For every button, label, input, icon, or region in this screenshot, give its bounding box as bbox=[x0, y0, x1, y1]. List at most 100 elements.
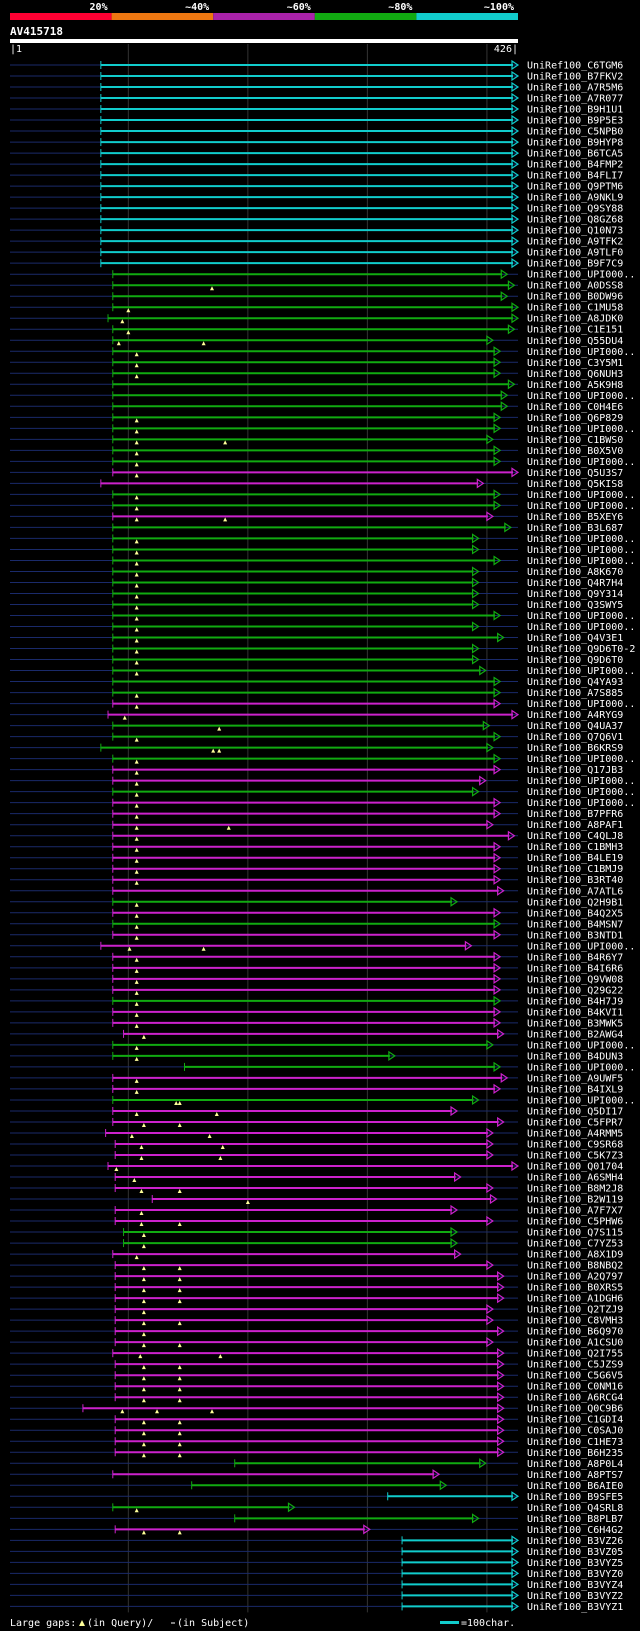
hit-label[interactable]: UniRef100_A4RMM5 bbox=[527, 1128, 623, 1139]
hit-label[interactable]: UniRef100_UPI000.. bbox=[527, 754, 635, 765]
hit-label[interactable]: UniRef100_UPI000.. bbox=[527, 270, 635, 281]
hit-label[interactable]: UniRef100_UPI000.. bbox=[527, 1062, 635, 1073]
hit-label[interactable]: UniRef100_B2AWG4 bbox=[527, 1029, 623, 1040]
hit-label[interactable]: UniRef100_A7S885 bbox=[527, 688, 623, 699]
hit-label[interactable]: UniRef100_B3NTD1 bbox=[527, 930, 623, 941]
hit-label[interactable]: UniRef100_A9TLF0 bbox=[527, 248, 623, 259]
hit-label[interactable]: UniRef100_UPI000.. bbox=[527, 424, 635, 435]
hit-label[interactable]: UniRef100_Q4YA93 bbox=[527, 677, 623, 688]
hit-label[interactable]: UniRef100_C1E151 bbox=[527, 325, 623, 336]
hit-label[interactable]: UniRef100_B4DUN3 bbox=[527, 1051, 623, 1062]
hit-label[interactable]: UniRef100_Q9Y314 bbox=[527, 589, 623, 600]
hit-label[interactable]: UniRef100_Q6NUH3 bbox=[527, 369, 623, 380]
hit-label[interactable]: UniRef100_UPI000.. bbox=[527, 622, 635, 633]
hit-label[interactable]: UniRef100_UPI000.. bbox=[527, 941, 635, 952]
hit-label[interactable]: UniRef100_A2Q797 bbox=[527, 1272, 623, 1283]
hit-label[interactable]: UniRef100_A7R077 bbox=[527, 94, 623, 105]
hit-label[interactable]: UniRef100_Q4UA37 bbox=[527, 721, 623, 732]
hit-label[interactable]: UniRef100_B6H235 bbox=[527, 1448, 623, 1459]
hit-label[interactable]: UniRef100_A8PAF1 bbox=[527, 820, 623, 831]
hit-label[interactable]: UniRef100_B4KVI1 bbox=[527, 1007, 623, 1018]
hit-label[interactable]: UniRef100_Q9PTM6 bbox=[527, 182, 623, 193]
hit-label[interactable]: UniRef100_UPI000.. bbox=[527, 699, 635, 710]
hit-label[interactable]: UniRef100_A9UWF5 bbox=[527, 1073, 623, 1084]
hit-label[interactable]: UniRef100_B4MSN7 bbox=[527, 919, 623, 930]
hit-label[interactable]: UniRef100_UPI000.. bbox=[527, 666, 635, 677]
hit-label[interactable]: UniRef100_Q2I755 bbox=[527, 1349, 623, 1360]
hit-label[interactable]: UniRef100_B4FLI7 bbox=[527, 171, 623, 182]
hit-label[interactable]: UniRef100_B3VYZ0 bbox=[527, 1569, 623, 1580]
hit-label[interactable]: UniRef100_B9HYP8 bbox=[527, 138, 623, 149]
hit-label[interactable]: UniRef100_B0X5V0 bbox=[527, 446, 623, 457]
hit-label[interactable]: UniRef100_A8P0L4 bbox=[527, 1459, 623, 1470]
hit-label[interactable]: UniRef100_UPI000.. bbox=[527, 1040, 635, 1051]
hit-label[interactable]: UniRef100_Q4V3E1 bbox=[527, 633, 623, 644]
hit-label[interactable]: UniRef100_B3VZ05 bbox=[527, 1547, 623, 1558]
hit-label[interactable]: UniRef100_B9F7C9 bbox=[527, 259, 623, 270]
hit-label[interactable]: UniRef100_Q9SY88 bbox=[527, 204, 623, 215]
hit-label[interactable]: UniRef100_Q4SRL8 bbox=[527, 1503, 623, 1514]
hit-label[interactable]: UniRef100_UPI000.. bbox=[527, 391, 635, 402]
hit-label[interactable]: UniRef100_B0XRS5 bbox=[527, 1283, 623, 1294]
hit-label[interactable]: UniRef100_B4I6R6 bbox=[527, 963, 623, 974]
hit-label[interactable]: UniRef100_C1HE73 bbox=[527, 1437, 623, 1448]
hit-label[interactable]: UniRef100_A7R5M6 bbox=[527, 83, 623, 94]
hit-label[interactable]: UniRef100_C8VMH3 bbox=[527, 1316, 623, 1327]
hit-label[interactable]: UniRef100_Q5DI17 bbox=[527, 1106, 623, 1117]
hit-label[interactable]: UniRef100_UPI000.. bbox=[527, 501, 635, 512]
hit-label[interactable]: UniRef100_B7FKV2 bbox=[527, 72, 623, 83]
hit-label[interactable]: UniRef100_UPI000.. bbox=[527, 798, 635, 809]
hit-label[interactable]: UniRef100_A8K670 bbox=[527, 567, 623, 578]
hit-label[interactable]: UniRef100_A1CSU0 bbox=[527, 1338, 623, 1349]
hit-label[interactable]: UniRef100_A6RCG4 bbox=[527, 1393, 623, 1404]
hit-label[interactable]: UniRef100_C0H4E6 bbox=[527, 402, 623, 413]
hit-label[interactable]: UniRef100_UPI000.. bbox=[527, 457, 635, 468]
hit-label[interactable]: UniRef100_UPI000.. bbox=[527, 611, 635, 622]
hit-label[interactable]: UniRef100_C9SR68 bbox=[527, 1139, 623, 1150]
hit-label[interactable]: UniRef100_A6SMH4 bbox=[527, 1173, 623, 1184]
hit-label[interactable]: UniRef100_B6AIE0 bbox=[527, 1481, 623, 1492]
hit-label[interactable]: UniRef100_Q9D6T0-2 bbox=[527, 644, 635, 655]
hit-label[interactable]: UniRef100_B3VYZ2 bbox=[527, 1591, 623, 1602]
hit-label[interactable]: UniRef100_C1BWS0 bbox=[527, 435, 623, 446]
hit-label[interactable]: UniRef100_B3VYZ5 bbox=[527, 1558, 623, 1569]
hit-label[interactable]: UniRef100_B9H1U1 bbox=[527, 105, 623, 116]
hit-label[interactable]: UniRef100_B4IXL9 bbox=[527, 1084, 623, 1095]
hit-label[interactable]: UniRef100_B4Q2X5 bbox=[527, 908, 623, 919]
hit-label[interactable]: UniRef100_UPI000.. bbox=[527, 556, 635, 567]
hit-label[interactable]: UniRef100_UPI000.. bbox=[527, 1095, 635, 1106]
hit-label[interactable]: UniRef100_A7F7X7 bbox=[527, 1206, 623, 1217]
hit-label[interactable]: UniRef100_A7ATL6 bbox=[527, 886, 623, 897]
hit-label[interactable]: UniRef100_A1DGH6 bbox=[527, 1294, 623, 1305]
hit-label[interactable]: UniRef100_A8X1D9 bbox=[527, 1250, 623, 1261]
hit-label[interactable]: UniRef100_B9P5E3 bbox=[527, 116, 623, 127]
hit-label[interactable]: UniRef100_A4RYG9 bbox=[527, 710, 623, 721]
hit-label[interactable]: UniRef100_Q7Q6V1 bbox=[527, 732, 623, 743]
hit-label[interactable]: UniRef100_Q4R7H4 bbox=[527, 578, 623, 589]
hit-label[interactable]: UniRef100_UPI000.. bbox=[527, 490, 635, 501]
hit-label[interactable]: UniRef100_Q3SWY5 bbox=[527, 600, 623, 611]
hit-label[interactable]: UniRef100_C5G6V5 bbox=[527, 1371, 623, 1382]
hit-label[interactable]: UniRef100_B4R6Y7 bbox=[527, 952, 623, 963]
hit-label[interactable]: UniRef100_B8M2J8 bbox=[527, 1184, 623, 1195]
hit-label[interactable]: UniRef100_B3MWK5 bbox=[527, 1018, 623, 1029]
hit-label[interactable]: UniRef100_C7YZ53 bbox=[527, 1239, 623, 1250]
hit-label[interactable]: UniRef100_Q2H9B1 bbox=[527, 897, 623, 908]
hit-label[interactable]: UniRef100_Q10N73 bbox=[527, 226, 623, 237]
hit-label[interactable]: UniRef100_UPI000.. bbox=[527, 776, 635, 787]
hit-label[interactable]: UniRef100_UPI000.. bbox=[527, 545, 635, 556]
hit-label[interactable]: UniRef100_B7PFR6 bbox=[527, 809, 623, 820]
hit-label[interactable]: UniRef100_C5K7Z3 bbox=[527, 1150, 623, 1161]
hit-label[interactable]: UniRef100_Q8GZ68 bbox=[527, 215, 623, 226]
hit-label[interactable]: UniRef100_Q9D6T0 bbox=[527, 655, 623, 666]
hit-label[interactable]: UniRef100_Q17JB3 bbox=[527, 765, 623, 776]
hit-label[interactable]: UniRef100_C5FPR7 bbox=[527, 1117, 623, 1128]
hit-label[interactable]: UniRef100_Q5KIS8 bbox=[527, 479, 623, 490]
hit-label[interactable]: UniRef100_B2W119 bbox=[527, 1195, 623, 1206]
hit-label[interactable]: UniRef100_B5XEY6 bbox=[527, 512, 623, 523]
hit-label[interactable]: UniRef100_B8NBQ2 bbox=[527, 1261, 623, 1272]
hit-label[interactable]: UniRef100_B4FMP2 bbox=[527, 160, 623, 171]
hit-label[interactable]: UniRef100_Q55DU4 bbox=[527, 336, 623, 347]
hit-label[interactable]: UniRef100_B9SFE5 bbox=[527, 1492, 623, 1503]
hit-label[interactable]: UniRef100_C6TGM6 bbox=[527, 61, 623, 72]
